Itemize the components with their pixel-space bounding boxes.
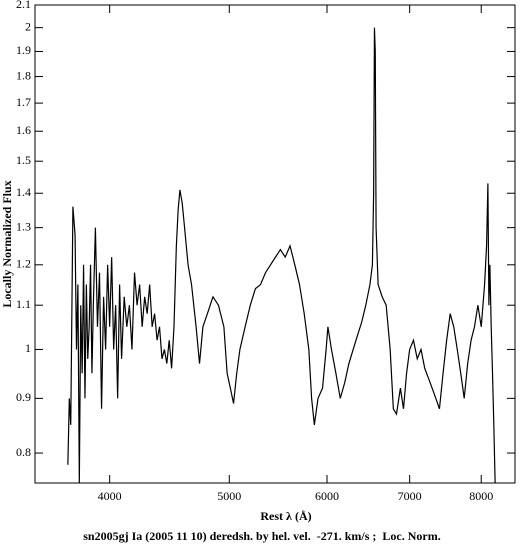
y-tick-label: 1.6 (16, 123, 31, 137)
y-tick-label: 2 (25, 19, 31, 33)
y-tick-label: 1 (25, 341, 31, 355)
y-tick-label: 0.9 (16, 390, 31, 404)
y-tick-label: 1.3 (16, 219, 31, 233)
y-axis-title: Locally Normalized Flux (0, 180, 14, 307)
y-tick-label: 1.9 (16, 43, 31, 57)
x-tick-label: 4000 (98, 489, 122, 503)
y-tick-label: 1.1 (16, 297, 31, 311)
y-tick-label: 1.5 (16, 153, 31, 167)
plot-frame (34, 4, 516, 484)
x-axis-title: Rest λ (Å) (260, 509, 311, 523)
y-tick-label: 1.2 (16, 257, 31, 271)
y-tick-label: 2.1 (16, 0, 31, 11)
spectrum-line (67, 27, 496, 483)
y-tick-label: 0.8 (16, 445, 31, 459)
x-tick-label: 5000 (217, 489, 241, 503)
y-tick-label: 1.7 (16, 95, 31, 109)
x-tick-label: 7000 (398, 489, 422, 503)
y-tick-label: 1.4 (16, 185, 31, 199)
y-tick-label: 1.8 (16, 68, 31, 82)
caption: sn2005gj Ia (2005 11 10) deredsh. by hel… (83, 529, 440, 543)
x-tick-label: 8000 (469, 489, 493, 503)
x-tick-label: 6000 (315, 489, 339, 503)
